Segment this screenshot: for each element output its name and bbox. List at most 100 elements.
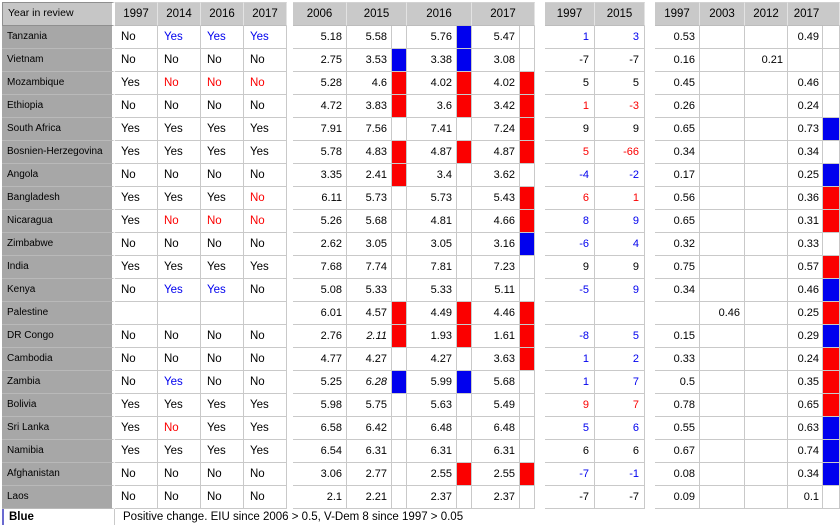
vdem-value-cell[interactable] [700, 279, 745, 302]
trend-indicator-cell[interactable] [392, 256, 407, 279]
vdem-value-cell[interactable]: 0.24 [788, 95, 823, 118]
country-cell[interactable]: Nicaragua [2, 210, 115, 233]
trend-indicator-cell[interactable] [823, 371, 840, 394]
vdem-value-cell[interactable]: 0.08 [655, 463, 700, 486]
change-cell[interactable]: 9 [595, 256, 645, 279]
review-cell[interactable]: Yes [158, 118, 201, 141]
vdem-value-cell[interactable]: 0.25 [788, 164, 823, 187]
vdem-value-cell[interactable] [745, 302, 788, 325]
eiu-value-cell[interactable]: 3.62 [472, 164, 520, 187]
trend-indicator-cell[interactable] [392, 371, 407, 394]
column-header-vdem-2017[interactable]: 2017 [788, 2, 840, 26]
vdem-value-cell[interactable] [745, 417, 788, 440]
eiu-value-cell[interactable]: 4.83 [347, 141, 392, 164]
vdem-value-cell[interactable] [700, 233, 745, 256]
eiu-value-cell[interactable]: 6.58 [293, 417, 347, 440]
review-cell[interactable]: Yes [244, 394, 287, 417]
review-cell[interactable]: No [115, 164, 158, 187]
vdem-value-cell[interactable] [700, 394, 745, 417]
review-cell[interactable]: No [115, 26, 158, 49]
trend-indicator-cell[interactable] [520, 72, 535, 95]
review-cell[interactable]: Yes [158, 187, 201, 210]
change-cell[interactable]: 5 [545, 72, 595, 95]
eiu-value-cell[interactable]: 3.35 [293, 164, 347, 187]
change-cell[interactable]: 9 [545, 118, 595, 141]
country-cell[interactable]: Tanzania [2, 26, 115, 49]
review-cell[interactable]: No [115, 325, 158, 348]
trend-indicator-cell[interactable] [823, 256, 840, 279]
trend-indicator-cell[interactable] [392, 72, 407, 95]
review-cell[interactable]: No [244, 187, 287, 210]
eiu-value-cell[interactable]: 1.61 [472, 325, 520, 348]
vdem-value-cell[interactable] [745, 486, 788, 509]
column-header-eiu-2016[interactable]: 2016 [407, 2, 472, 26]
review-cell[interactable]: Yes [244, 440, 287, 463]
review-cell[interactable]: No [244, 371, 287, 394]
eiu-value-cell[interactable]: 3.42 [472, 95, 520, 118]
vdem-value-cell[interactable]: 0.73 [788, 118, 823, 141]
vdem-value-cell[interactable] [700, 256, 745, 279]
eiu-value-cell[interactable]: 2.21 [347, 486, 392, 509]
trend-indicator-cell[interactable] [823, 118, 840, 141]
country-cell[interactable]: Bangladesh [2, 187, 115, 210]
eiu-value-cell[interactable]: 7.74 [347, 256, 392, 279]
trend-indicator-cell[interactable] [392, 26, 407, 49]
vdem-value-cell[interactable]: 0.34 [788, 141, 823, 164]
review-cell[interactable]: Yes [244, 256, 287, 279]
change-cell[interactable]: 1 [545, 348, 595, 371]
trend-indicator-cell[interactable] [520, 95, 535, 118]
review-cell[interactable]: Yes [158, 371, 201, 394]
vdem-value-cell[interactable]: 0.65 [655, 118, 700, 141]
trend-indicator-cell[interactable] [823, 164, 840, 187]
vdem-value-cell[interactable]: 0.17 [655, 164, 700, 187]
review-cell[interactable]: Yes [244, 141, 287, 164]
review-cell[interactable]: No [244, 463, 287, 486]
trend-indicator-cell[interactable] [520, 210, 535, 233]
country-cell[interactable]: Zambia [2, 371, 115, 394]
review-cell[interactable]: Yes [201, 256, 244, 279]
change-cell[interactable] [595, 302, 645, 325]
vdem-value-cell[interactable]: 0.75 [655, 256, 700, 279]
review-cell[interactable]: Yes [201, 440, 244, 463]
change-cell[interactable]: 6 [545, 187, 595, 210]
eiu-value-cell[interactable]: 5.99 [407, 371, 457, 394]
eiu-value-cell[interactable]: 6.31 [407, 440, 457, 463]
eiu-value-cell[interactable]: 3.63 [472, 348, 520, 371]
review-cell[interactable]: Yes [115, 187, 158, 210]
column-header-review-2014[interactable]: 2014 [158, 2, 201, 26]
vdem-value-cell[interactable]: 0.67 [655, 440, 700, 463]
trend-indicator-cell[interactable] [520, 279, 535, 302]
trend-indicator-cell[interactable] [457, 141, 472, 164]
column-header-vdem-2003[interactable]: 2003 [700, 2, 745, 26]
eiu-value-cell[interactable]: 4.87 [407, 141, 457, 164]
country-cell[interactable]: Palestine [2, 302, 115, 325]
review-cell[interactable]: Yes [115, 417, 158, 440]
review-cell[interactable]: No [244, 95, 287, 118]
vdem-value-cell[interactable]: 0.5 [655, 371, 700, 394]
vdem-value-cell[interactable] [745, 256, 788, 279]
vdem-value-cell[interactable]: 0.25 [788, 302, 823, 325]
vdem-value-cell[interactable] [700, 72, 745, 95]
change-cell[interactable]: 9 [545, 394, 595, 417]
column-header-change-1997[interactable]: 1997 [545, 2, 595, 26]
trend-indicator-cell[interactable] [520, 371, 535, 394]
column-header-eiu-2015[interactable]: 2015 [347, 2, 407, 26]
trend-indicator-cell[interactable] [823, 394, 840, 417]
review-cell[interactable]: No [115, 95, 158, 118]
change-cell[interactable]: 5 [545, 417, 595, 440]
change-cell[interactable]: 9 [595, 210, 645, 233]
review-cell[interactable]: Yes [158, 256, 201, 279]
review-cell[interactable]: No [158, 463, 201, 486]
trend-indicator-cell[interactable] [392, 394, 407, 417]
vdem-value-cell[interactable] [745, 95, 788, 118]
change-cell[interactable]: -3 [595, 95, 645, 118]
trend-indicator-cell[interactable] [823, 463, 840, 486]
eiu-value-cell[interactable]: 5.49 [472, 394, 520, 417]
trend-indicator-cell[interactable] [392, 440, 407, 463]
vdem-value-cell[interactable]: 0.65 [788, 394, 823, 417]
change-cell[interactable]: 3 [595, 26, 645, 49]
review-cell[interactable]: No [158, 325, 201, 348]
review-cell[interactable]: No [244, 279, 287, 302]
trend-indicator-cell[interactable] [392, 49, 407, 72]
vdem-value-cell[interactable] [745, 141, 788, 164]
